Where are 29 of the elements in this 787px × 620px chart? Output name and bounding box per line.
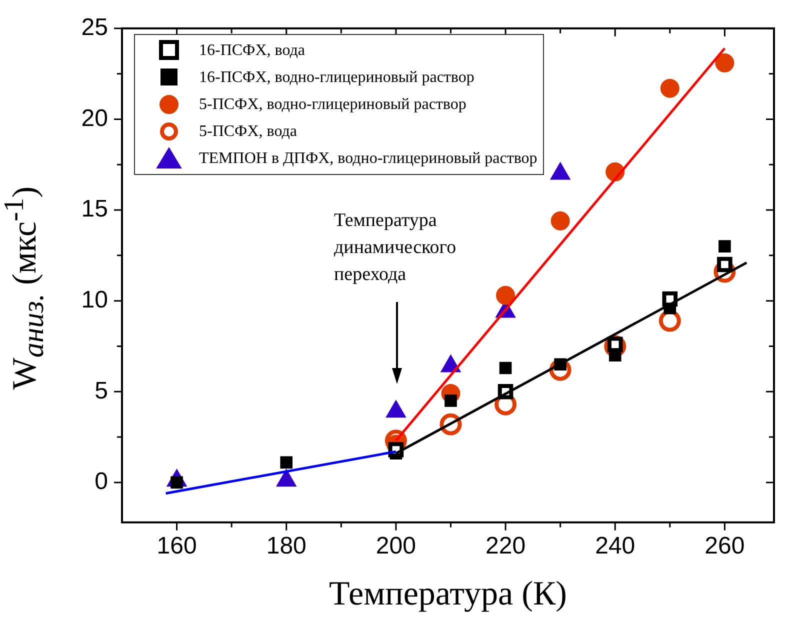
x-tick-label: 260 (704, 532, 745, 560)
y-tick-label: 20 (81, 104, 108, 132)
x-tick-label: 160 (156, 532, 197, 560)
x-tick-label: 200 (376, 532, 416, 560)
y-tick-label: 25 (81, 14, 108, 42)
x-axis-title: Температура (К) (329, 576, 567, 613)
point (718, 240, 731, 252)
x-tick-label: 220 (486, 532, 526, 560)
point (715, 53, 734, 72)
point (499, 362, 512, 374)
point (660, 78, 680, 98)
y-tick-label: 10 (81, 286, 108, 314)
annotation: Температура динамического перехода (334, 209, 458, 287)
y-tick-label: 0 (94, 468, 108, 496)
point (717, 256, 732, 272)
x-tick-label: 240 (595, 532, 636, 560)
point (550, 211, 570, 230)
point (280, 456, 293, 469)
y-tick-label: 5 (94, 377, 108, 404)
legend-label: 5-ПСФХ, вода (199, 122, 297, 141)
legend-label: 5-ПСФХ, водно-глицериновый раствор (199, 96, 466, 114)
point (658, 310, 681, 332)
point (444, 394, 457, 407)
legend-label: ТЕМПОН в ДПФХ, водно-глицериновый раствор (199, 150, 538, 168)
legend-label: 16-ПСФХ, водно-глицериновый раствор (199, 68, 474, 87)
x-tick-label: 180 (266, 532, 306, 560)
y-tick-label: 15 (81, 196, 108, 223)
legend-label: 16-ПСФХ, вода (199, 42, 305, 60)
point (496, 286, 516, 305)
